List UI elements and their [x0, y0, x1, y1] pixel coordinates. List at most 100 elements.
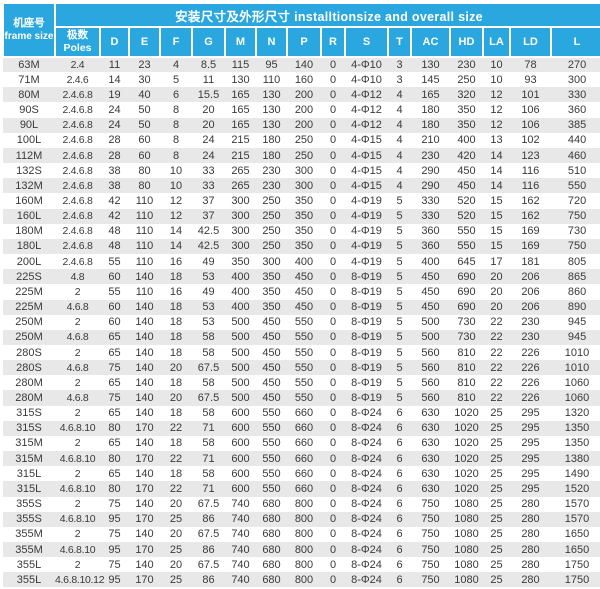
value-cell: 42 — [108, 210, 121, 223]
value-cell: 550 — [457, 225, 476, 238]
value-cell: 1060 — [564, 392, 590, 405]
poles-header: 极数 Poles — [54, 26, 101, 58]
value-cell: 750 — [421, 528, 440, 541]
column-header-e: E — [128, 26, 161, 58]
value-cell: 230 — [262, 164, 281, 177]
value-cell: 8-Φ19 — [351, 361, 382, 374]
value-cell: 71 — [202, 452, 215, 465]
value-cell: 740 — [231, 528, 250, 541]
value-cell: 1020 — [454, 437, 479, 450]
value-cell: 4 — [396, 104, 403, 117]
poles-cell: 4.6.8 — [66, 361, 89, 374]
table-title: 安装尺寸及外形尺寸 installtionsize and overall si… — [53, 2, 600, 28]
table-row: 355S 4.6.8.10 95 170 25 86 740 680 800 0 8-Φ24 6 750… — [3, 511, 600, 527]
value-cell: 65 — [108, 376, 121, 389]
value-cell: 5 — [396, 361, 403, 374]
value-cell: 116 — [521, 164, 540, 177]
value-cell: 400 — [421, 255, 440, 268]
value-cell: 1020 — [454, 422, 479, 435]
value-cell: 800 — [294, 498, 314, 511]
value-cell: 550 — [457, 240, 476, 253]
frame-size-cell: 355S — [16, 498, 42, 511]
value-cell: 290 — [421, 164, 440, 177]
value-cell: 165 — [231, 88, 250, 101]
value-cell: 740 — [231, 498, 250, 511]
value-cell: 65 — [108, 407, 121, 420]
value-cell: 320 — [457, 88, 476, 101]
frame-size-cell: 80M — [18, 88, 40, 101]
value-cell: 1320 — [564, 407, 590, 420]
value-cell: 226 — [521, 376, 540, 389]
value-cell: 740 — [231, 543, 250, 556]
value-cell: 630 — [421, 452, 440, 465]
value-cell: 24 — [202, 134, 215, 147]
value-cell: 25 — [490, 452, 503, 465]
value-cell: 25 — [490, 422, 503, 435]
title-row: 机座号 frame size 安装尺寸及外形尺寸 installtionsize… — [2, 2, 600, 58]
value-cell: 12 — [490, 104, 503, 117]
value-cell: 6 — [396, 573, 403, 586]
table-row: 225M 4.6.8 60 140 18 53 400 350 450 0 8-Φ19 5 450 690… — [3, 299, 600, 315]
poles-cell: 2.4.6.8 — [62, 119, 93, 132]
value-cell: 8-Φ24 — [351, 558, 382, 571]
value-cell: 170 — [135, 543, 154, 556]
value-cell: 550 — [294, 331, 314, 344]
value-cell: 180 — [262, 149, 281, 162]
poles-cell: 2.4.6.8 — [62, 104, 93, 117]
value-cell: 22 — [490, 331, 503, 344]
poles-cell: 2.4.6.8 — [62, 240, 93, 253]
value-cell: 67.5 — [197, 528, 220, 541]
value-cell: 805 — [567, 255, 587, 268]
value-cell: 18 — [169, 407, 183, 420]
column-header-g: G — [191, 26, 226, 58]
value-cell: 53 — [202, 316, 215, 329]
value-cell: 400 — [457, 134, 476, 147]
value-cell: 350 — [294, 194, 314, 207]
value-cell: 140 — [135, 301, 154, 314]
value-cell: 25 — [490, 543, 503, 556]
column-header-m: M — [224, 26, 257, 58]
poles-cell: 2 — [74, 376, 81, 389]
value-cell: 630 — [421, 407, 440, 420]
value-cell: 14 — [169, 225, 183, 238]
value-cell: 4 — [396, 88, 403, 101]
value-cell: 400 — [231, 285, 250, 298]
value-cell: 250 — [262, 240, 281, 253]
value-cell: 450 — [421, 270, 440, 283]
value-cell: 67.5 — [197, 392, 220, 405]
value-cell: 0 — [329, 467, 337, 480]
value-cell: 75 — [108, 361, 121, 374]
value-cell: 0 — [329, 119, 337, 132]
value-cell: 58 — [202, 437, 215, 450]
column-header-ac: AC — [410, 26, 451, 58]
value-cell: 4-Φ15 — [351, 179, 382, 192]
value-cell: 8-Φ19 — [351, 346, 382, 359]
frame-size-cell: 90L — [19, 119, 39, 132]
value-cell: 0 — [329, 422, 337, 435]
value-cell: 130 — [421, 59, 440, 72]
value-cell: 450 — [294, 285, 314, 298]
value-cell: 140 — [135, 407, 154, 420]
frame-size-cell: 225M — [15, 301, 43, 314]
value-cell: 730 — [457, 316, 476, 329]
value-cell: 8-Φ24 — [351, 573, 382, 586]
value-cell: 140 — [135, 528, 154, 541]
value-cell: 33 — [202, 179, 215, 192]
column-header-la: LA — [482, 26, 511, 58]
value-cell: 630 — [421, 467, 440, 480]
frame-size-cell: 225S — [16, 270, 42, 283]
frame-size-cell: 132M — [15, 179, 43, 192]
value-cell: 25 — [490, 558, 503, 571]
value-cell: 15 — [490, 194, 503, 207]
value-cell: 1650 — [564, 543, 590, 556]
value-cell: 800 — [294, 558, 314, 571]
value-cell: 500 — [231, 361, 250, 374]
value-cell: 690 — [457, 285, 476, 298]
value-cell: 15 — [490, 225, 503, 238]
poles-cell: 2.4.6 — [66, 73, 89, 86]
value-cell: 0 — [329, 407, 337, 420]
value-cell: 18 — [169, 467, 183, 480]
poles-cell: 2 — [74, 285, 81, 298]
value-cell: 170 — [135, 452, 154, 465]
frame-size-cell: 280S — [16, 361, 42, 374]
